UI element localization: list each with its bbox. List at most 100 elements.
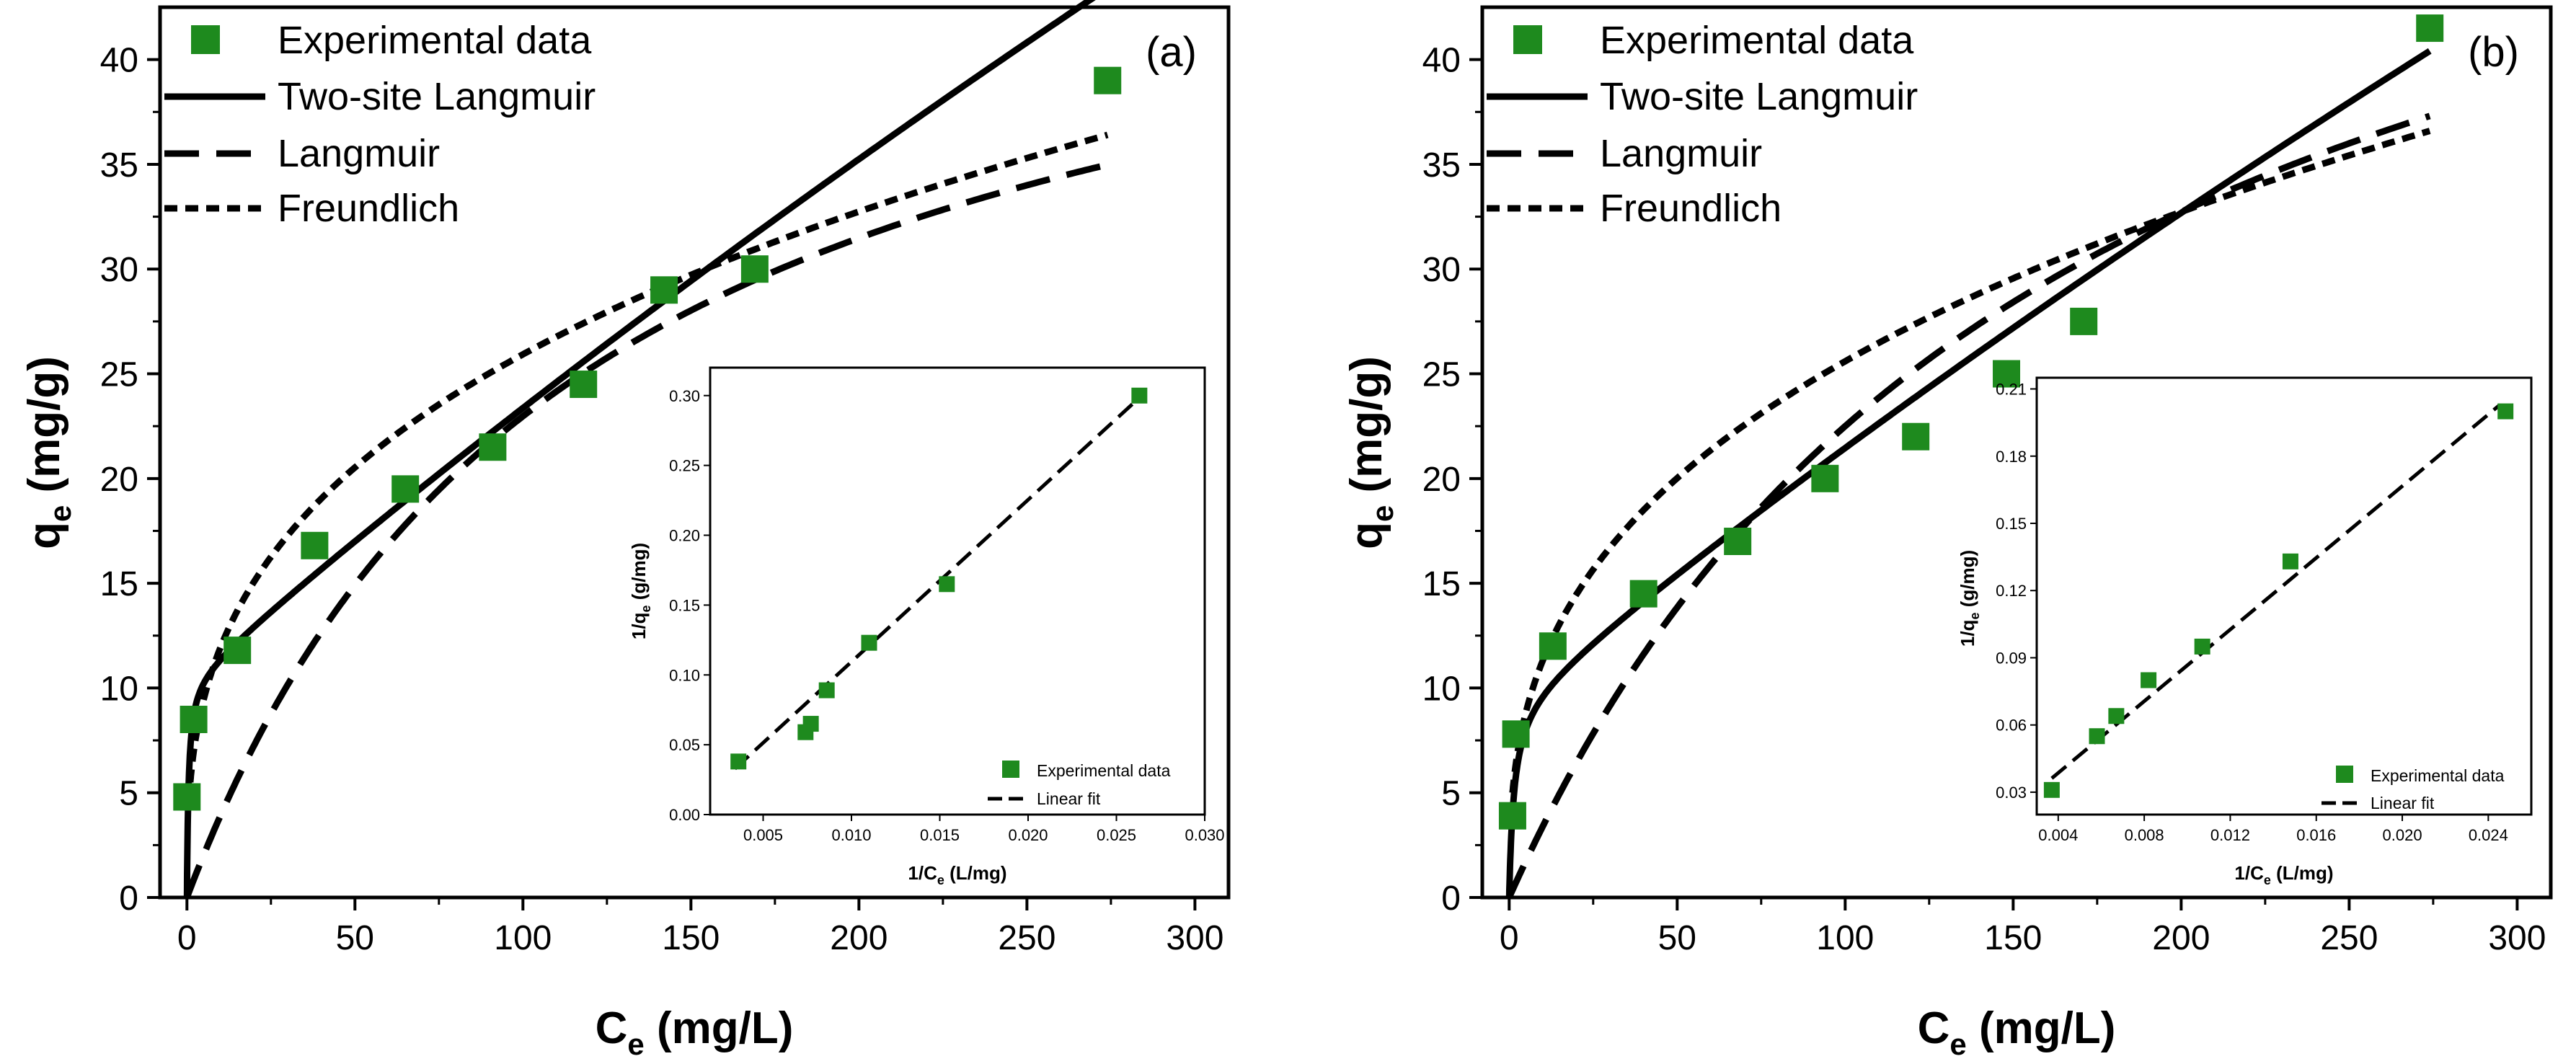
- legend-label-two-site: Two-site Langmuir: [278, 75, 596, 118]
- legend-label-freundlich: Freundlich: [278, 187, 459, 230]
- y-tick-label: 10: [1422, 670, 1461, 708]
- inset-point: [939, 576, 955, 593]
- y-tick-label: 10: [100, 670, 138, 708]
- inset-y-tick-label: 0.15: [1996, 515, 2027, 533]
- legend-label-two-site: Two-site Langmuir: [1600, 75, 1918, 118]
- experimental-point: [1629, 580, 1657, 608]
- legend-label-langmuir: Langmuir: [278, 132, 440, 175]
- inset-x-tick-label: 0.030: [1185, 826, 1224, 844]
- x-tick-label: 250: [2320, 919, 2378, 957]
- experimental-point: [570, 371, 598, 399]
- x-tick-label: 100: [494, 919, 552, 957]
- legend-label-experimental: Experimental data: [278, 19, 592, 62]
- y-tick-label: 25: [1422, 356, 1461, 394]
- inset-point: [2497, 403, 2514, 420]
- x-tick-label: 0: [1500, 919, 1519, 957]
- legend-label-freundlich: Freundlich: [1600, 187, 1781, 230]
- linear-fit-line: [733, 396, 1141, 771]
- inset-point: [2108, 708, 2125, 724]
- experimental-point: [173, 783, 201, 811]
- experimental-point: [1993, 360, 2021, 388]
- legend-marker: [191, 25, 220, 54]
- inset-plot: 0.004 0.008 0.012 0.016 0.020 0.024 0.030.060…: [1957, 376, 2533, 887]
- inset-point: [802, 716, 819, 732]
- y-tick-label: 0: [119, 879, 138, 918]
- experimental-point: [2416, 14, 2444, 43]
- inset-frame: [709, 366, 1206, 816]
- inset-point: [2141, 672, 2157, 688]
- legend: Experimental data Two-site Langmuir Lang…: [1487, 19, 1918, 230]
- inset-linear-fit: [2050, 404, 2500, 780]
- inset-markers: [2043, 403, 2514, 798]
- x-tick-label: 200: [2152, 919, 2210, 957]
- y-tick-label: 40: [1422, 42, 1461, 80]
- main-plot-frame: [158, 5, 1231, 900]
- inset-linear-fit: [733, 396, 1141, 771]
- inset-x-tick-label: 0.024: [2469, 826, 2508, 844]
- experimental-markers: [173, 66, 1122, 811]
- inset-markers: [730, 387, 1148, 770]
- y-axis-ticks: 0 5 10 15 20 25 30 35 40: [100, 42, 160, 918]
- y-tick-label: 35: [100, 146, 138, 185]
- y-tick-label: 40: [100, 42, 138, 80]
- inset-plot: 0.005 0.010 0.015 0.020 0.025 0.030 0.000.050…: [628, 366, 1225, 887]
- inset-x-tick-label: 0.008: [2125, 826, 2164, 844]
- inset-y-tick-label: 0.18: [1996, 448, 2027, 466]
- inset-x-tick-label: 0.005: [743, 826, 783, 844]
- experimental-point: [479, 433, 507, 461]
- inset-y-tick-label: 0.21: [1996, 381, 2027, 399]
- panel-label: (b): [2468, 29, 2519, 76]
- x-tick-label: 50: [336, 919, 374, 957]
- legend-label-langmuir: Langmuir: [1600, 132, 1762, 175]
- inset-x-title: 1/Ce (L/mg): [908, 862, 1006, 887]
- inset-y-tick-label: 0.03: [1996, 784, 2027, 802]
- inset-x-tick-label: 0.012: [2210, 826, 2250, 844]
- inset-y-tick-label: 0.09: [1996, 649, 2027, 667]
- y-axis-ticks: 0 5 10 15 20 25 30 35 40: [1422, 42, 1482, 918]
- legend: Experimental data Two-site Langmuir Lang…: [164, 19, 596, 230]
- langmuir-curve: [1506, 112, 2431, 900]
- inset-x-ticks: 0.004 0.008 0.012 0.016 0.020 0.024: [2038, 815, 2508, 844]
- inset-legend-experimental: Experimental data: [1037, 761, 1171, 780]
- y-tick-label: 20: [100, 461, 138, 499]
- inset-point: [2043, 781, 2060, 798]
- inset-y-ticks: 0.03 0.06 0.09 0.12 0.15 0.18 0.21: [1996, 381, 2037, 802]
- y-tick-label: 15: [1422, 565, 1461, 603]
- inset-x-ticks: 0.005 0.010 0.015 0.020 0.025 0.030: [743, 815, 1225, 844]
- inset-y-tick-label: 0.12: [1996, 582, 2027, 600]
- experimental-point: [223, 637, 252, 665]
- experimental-point: [1498, 802, 1526, 830]
- x-axis-ticks: 0 50 100 150 200 250 300: [177, 897, 1223, 957]
- x-tick-label: 200: [830, 919, 888, 957]
- experimental-point: [1811, 464, 1839, 492]
- y-tick-label: 15: [100, 565, 138, 603]
- inset-x-tick-label: 0.025: [1097, 826, 1136, 844]
- inset-y-tick-label: 0.10: [669, 666, 700, 684]
- inset-point: [2194, 638, 2210, 655]
- inset-y-tick-label: 0.05: [669, 736, 700, 754]
- inset-y-ticks: 0.00 0.05 0.10 0.15 0.20 0.25 0.30: [669, 387, 710, 824]
- inset-x-tick-label: 0.020: [2383, 826, 2422, 844]
- experimental-point: [650, 276, 678, 304]
- inset-y-tick-label: 0.00: [669, 806, 700, 824]
- inset-point: [818, 682, 835, 699]
- inset-x-tick-label: 0.010: [831, 826, 871, 844]
- y-tick-label: 5: [119, 775, 138, 813]
- inset-point: [861, 634, 877, 651]
- legend-marker: [1513, 25, 1542, 54]
- x-axis-ticks: 0 50 100 150 200 250 300: [1500, 897, 2546, 957]
- freundlich-curve: [1509, 128, 2431, 794]
- experimental-point: [2070, 307, 2098, 335]
- x-tick-label: 100: [1816, 919, 1874, 957]
- y-tick-label: 0: [1441, 879, 1461, 918]
- inset-y-title: 1/qe (g/mg): [1957, 550, 1982, 647]
- y-tick-label: 30: [1422, 251, 1461, 289]
- inset-x-title: 1/Ce (L/mg): [2234, 862, 2333, 887]
- inset-x-tick-label: 0.004: [2038, 826, 2078, 844]
- experimental-point: [301, 531, 329, 559]
- y-axis-title: qe (mg/g): [1342, 356, 1399, 549]
- experimental-point: [1539, 632, 1567, 660]
